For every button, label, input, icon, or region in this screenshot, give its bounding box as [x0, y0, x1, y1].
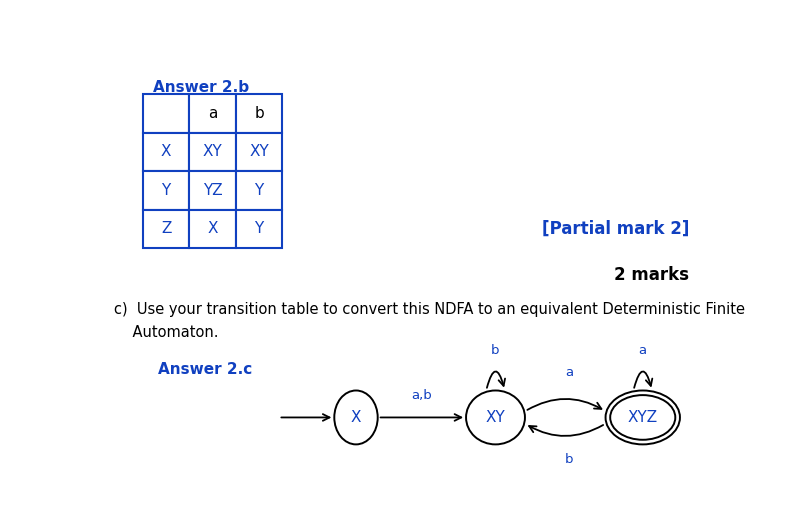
Text: 2 marks: 2 marks — [614, 266, 689, 284]
Bar — [236, 210, 282, 248]
Bar — [189, 132, 236, 171]
Text: YZ: YZ — [203, 183, 222, 198]
Ellipse shape — [466, 391, 525, 444]
Text: XY: XY — [203, 144, 222, 159]
FancyArrowPatch shape — [634, 372, 652, 388]
Text: Answer 2.c: Answer 2.c — [158, 362, 253, 377]
Text: b: b — [565, 453, 573, 466]
Text: XYZ: XYZ — [628, 410, 658, 425]
Text: b: b — [254, 106, 264, 121]
Bar — [189, 94, 236, 132]
Text: a: a — [565, 366, 573, 379]
FancyArrowPatch shape — [487, 372, 505, 388]
Bar — [143, 132, 189, 171]
Bar — [143, 94, 189, 132]
Bar — [143, 171, 189, 210]
Bar — [236, 132, 282, 171]
Text: Automaton.: Automaton. — [114, 325, 219, 340]
Text: a: a — [208, 106, 217, 121]
Bar — [236, 171, 282, 210]
Text: [Partial mark 2]: [Partial mark 2] — [542, 220, 689, 238]
Text: X: X — [208, 221, 218, 236]
Text: b: b — [492, 344, 500, 357]
Text: c)  Use your transition table to convert this NDFA to an equivalent Deterministi: c) Use your transition table to convert … — [114, 302, 745, 317]
Bar — [143, 210, 189, 248]
Bar — [236, 94, 282, 132]
Text: XY: XY — [249, 144, 269, 159]
Text: XY: XY — [486, 410, 505, 425]
Text: X: X — [161, 144, 172, 159]
Text: Y: Y — [254, 183, 264, 198]
Ellipse shape — [610, 395, 675, 440]
Text: Y: Y — [161, 183, 171, 198]
Ellipse shape — [606, 391, 680, 444]
Bar — [189, 171, 236, 210]
Text: a,b: a,b — [411, 389, 432, 403]
Ellipse shape — [334, 391, 378, 444]
Text: Z: Z — [161, 221, 172, 236]
Bar — [189, 210, 236, 248]
Text: Y: Y — [254, 221, 264, 236]
Text: Answer 2.b: Answer 2.b — [153, 80, 249, 95]
Text: a: a — [638, 344, 646, 357]
Text: X: X — [350, 410, 361, 425]
